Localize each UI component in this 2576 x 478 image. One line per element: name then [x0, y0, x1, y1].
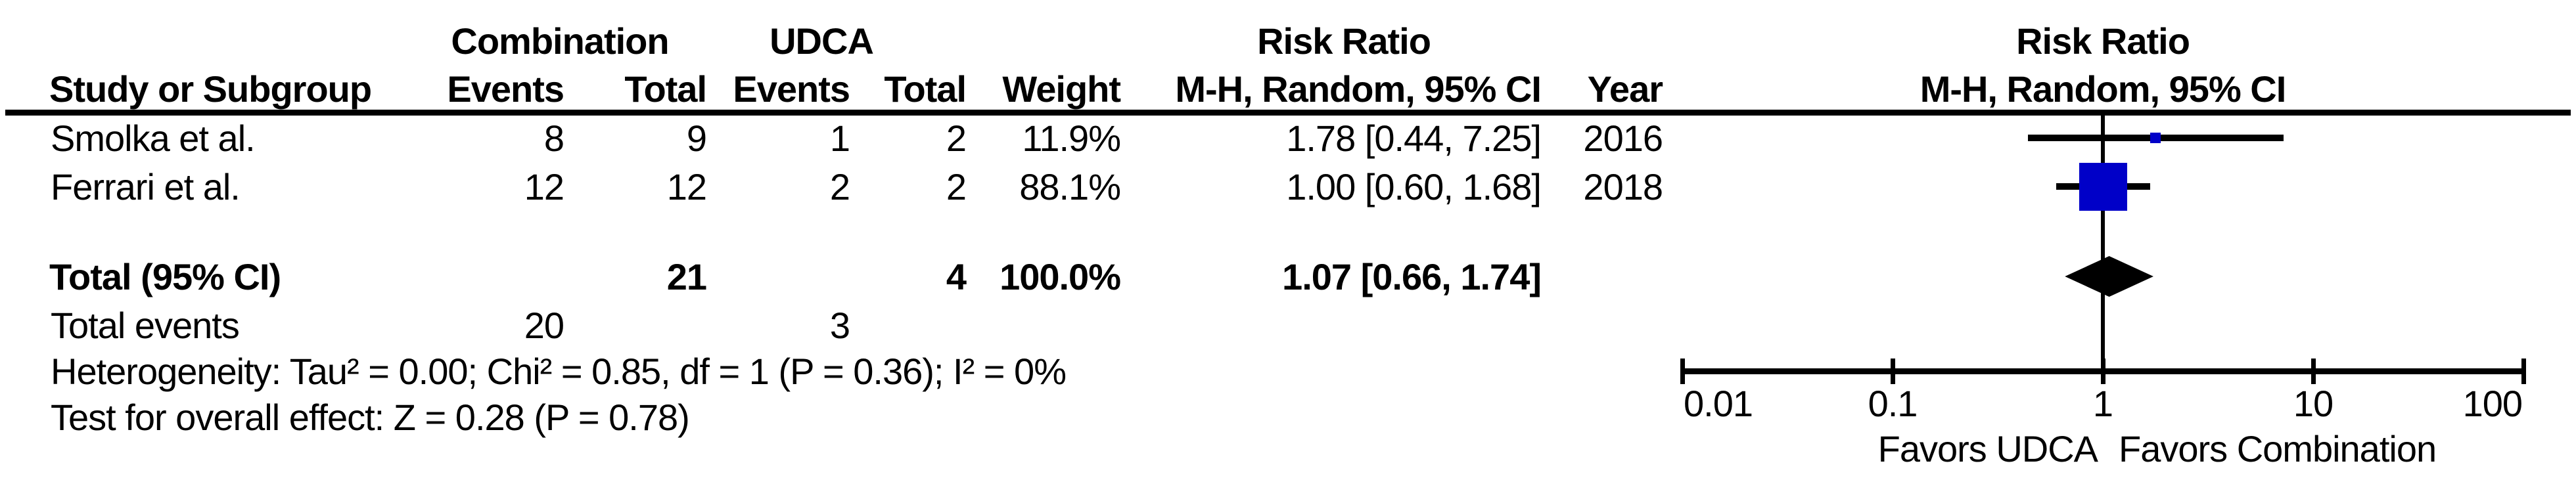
ci-column-header: M-H, Random, 95% CI	[1175, 68, 1542, 110]
year-column-header: Year	[1587, 68, 1663, 110]
events1-cell: 12	[524, 166, 564, 207]
axis-tick	[1890, 358, 1895, 384]
events2-cell: 2	[829, 166, 850, 207]
plot-column-header-line1: Risk Ratio	[2016, 20, 2190, 62]
total2-column-header: Total	[884, 68, 967, 110]
ci-cell: 1.78 [0.44, 7.25]	[1286, 118, 1542, 159]
axis-tick	[2100, 358, 2105, 384]
plot-column-header-line2: M-H, Random, 95% CI	[1920, 68, 2287, 110]
total1-column-header: Total	[624, 68, 707, 110]
weight-cell: 88.1%	[1019, 166, 1121, 207]
ci-cell: 1.00 [0.60, 1.68]	[1286, 166, 1542, 207]
axis-tick-label: 100	[2462, 383, 2523, 424]
weight-column-header: Weight	[1002, 68, 1121, 110]
total2-cell: 2	[946, 166, 967, 207]
axis-tick-label: 0.01	[1684, 383, 1753, 424]
favors-right-label: Favors Combination	[2119, 428, 2437, 469]
weight-cell: 11.9%	[1022, 118, 1121, 159]
total1-cell: 9	[686, 118, 707, 159]
effect-square	[2079, 162, 2127, 211]
effect-column-header-line1: Risk Ratio	[1257, 20, 1431, 62]
year-cell: 2018	[1583, 166, 1663, 207]
total-row-weight: 100.0%	[1000, 256, 1121, 297]
study-column-header: Study or Subgroup	[49, 68, 372, 110]
study-name: Smolka et al.	[51, 118, 256, 159]
events2-column-header: Events	[733, 68, 850, 110]
axis-tick-label: 1	[2092, 383, 2113, 424]
total-row-ci: 1.07 [0.66, 1.74]	[1282, 256, 1542, 297]
total-events-label: Total events	[51, 305, 240, 346]
group2-header: UDCA	[770, 20, 874, 62]
total-events-events1: 20	[524, 305, 564, 346]
events1-column-header: Events	[447, 68, 564, 110]
total-row-label: Total (95% CI)	[49, 256, 281, 297]
total-row-total2: 4	[946, 256, 967, 297]
axis-tick	[2311, 358, 2316, 384]
axis-tick	[1680, 358, 1685, 384]
null-effect-line	[2101, 115, 2105, 374]
study-name: Ferrari et al.	[51, 166, 241, 207]
favors-left-label: Favors UDCA	[1877, 428, 2098, 469]
events2-cell: 1	[829, 118, 850, 159]
effect-square	[2150, 133, 2161, 143]
axis-tick-label: 0.1	[1868, 383, 1918, 424]
total-events-events2: 3	[829, 305, 850, 346]
overall-effect-note: Test for overall effect: Z = 0.28 (P = 0…	[51, 397, 690, 438]
year-cell: 2016	[1583, 118, 1663, 159]
heterogeneity-note: Heterogeneity: Tau² = 0.00; Chi² = 0.85,…	[51, 351, 1067, 392]
summary-diamond	[2065, 256, 2153, 297]
header-rule	[5, 110, 2571, 116]
axis-tick-label: 10	[2293, 383, 2334, 424]
total1-cell: 12	[666, 166, 707, 207]
total-row-total1: 21	[666, 256, 707, 297]
events1-cell: 8	[543, 118, 564, 159]
group1-header: Combination	[451, 20, 669, 62]
axis-tick	[2521, 358, 2526, 384]
total2-cell: 2	[946, 118, 967, 159]
